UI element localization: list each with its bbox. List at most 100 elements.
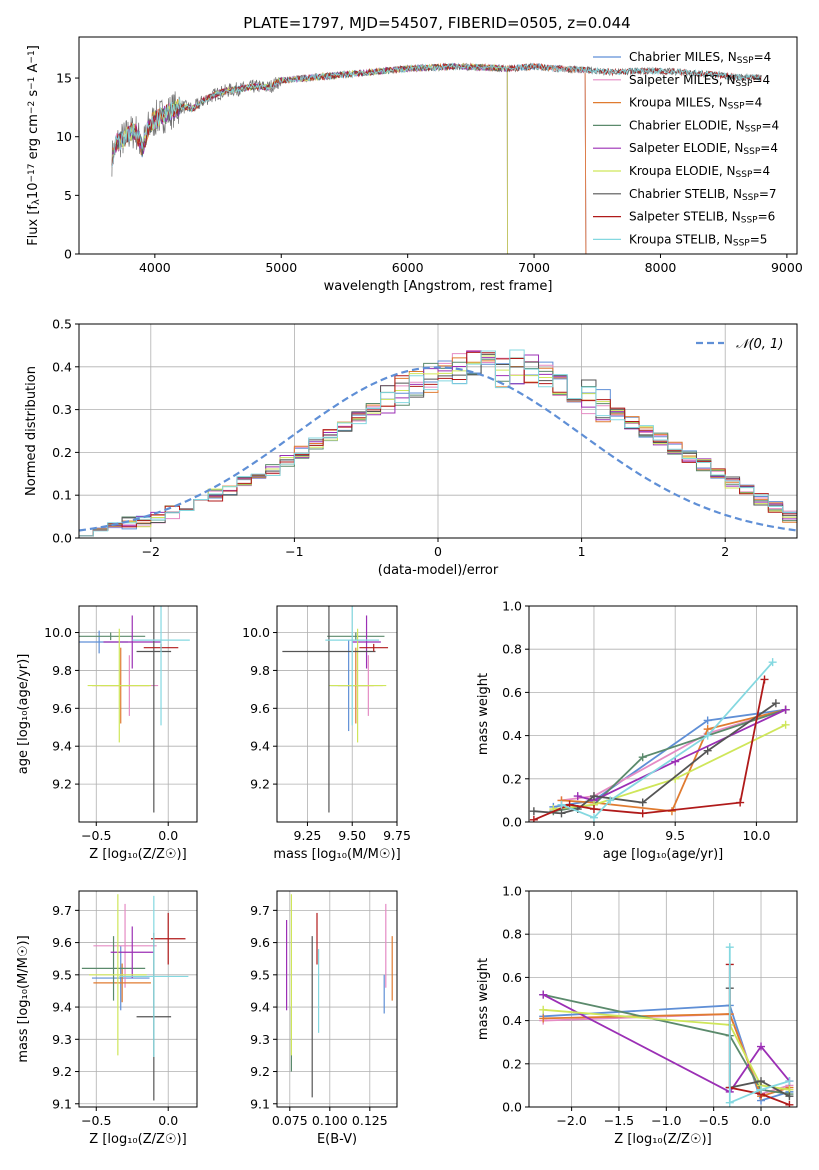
- x-tick-label: 0.0: [158, 1113, 178, 1128]
- weight-marker: [757, 1085, 766, 1094]
- y-tick-label: 9.1: [250, 1096, 270, 1111]
- weight-marker: [539, 1014, 548, 1023]
- panel-spectrum: 4000 5000 6000 7000 8000 9000 0 5 10 15 wavelength…: [26, 36, 803, 294]
- weight-marker: [529, 807, 538, 816]
- weight-marker: [768, 658, 777, 667]
- plot-area: [79, 891, 197, 1107]
- y-label-part: −17: [27, 164, 37, 183]
- y-tick-label: 0.2: [502, 1056, 522, 1071]
- weight-marker: [573, 792, 582, 801]
- x-tick-label: 0.0: [158, 828, 178, 843]
- y-tick-label: 9.4: [250, 1000, 270, 1015]
- y-axis-label: mass [log₁₀(M/M☉)]: [16, 935, 31, 1062]
- y-tick-label: 0.0: [502, 815, 522, 830]
- weight-marker: [539, 990, 548, 999]
- model-spectrum-line: [111, 62, 587, 254]
- y-label-part: Flux [f: [26, 205, 41, 246]
- weight-marker: [589, 792, 598, 801]
- model-spectrum-line: [111, 62, 508, 254]
- legend-text: Chabrier STELIB, N: [629, 187, 742, 201]
- plot-area: [111, 62, 762, 254]
- legend-subscript: SSP: [743, 147, 760, 157]
- weight-marker: [725, 943, 734, 952]
- panel-z-age: −0.5 0.0 9.2 9.4 9.6 9.8 10.0 Z [log₁₀(Z/Z☉)] ag…: [16, 605, 198, 862]
- legend-label: Kroupa MILES, NSSP=4: [629, 96, 762, 112]
- legend-subscript: SSP: [742, 193, 759, 203]
- weight-marker: [589, 813, 598, 822]
- x-axis-label: wavelength [Angstrom, rest frame]: [324, 279, 553, 294]
- weight-marker: [703, 716, 712, 725]
- weight-line: [728, 947, 790, 1105]
- weight-marker: [557, 809, 566, 818]
- x-tick-label: −2: [142, 544, 160, 559]
- x-tick-label: 6000: [392, 260, 424, 275]
- weight-line: [553, 723, 786, 810]
- y-tick-label: 9.5: [52, 967, 72, 982]
- panel-z-weight: −2.0 −1.5 −1.0 −0.5 0.0 0.0 0.2 0.4 0.6 0.8 1.0 Z […: [476, 884, 798, 1147]
- x-tick-label: −0.5: [81, 1113, 111, 1128]
- y-label-part: A: [26, 63, 41, 76]
- y-label-part: ]: [26, 45, 41, 50]
- x-tick-label: −0.5: [698, 1113, 728, 1128]
- weight-marker: [703, 731, 712, 740]
- x-axis-label: Z [log₁₀(Z/Z☉)]: [89, 847, 186, 862]
- x-tick-label: 10.0: [742, 828, 770, 843]
- x-tick-label: 0.0: [751, 1113, 771, 1128]
- weight-marker: [606, 796, 615, 805]
- y-axis-label: mass weight: [476, 958, 491, 1040]
- y-tick-label: 9.5: [250, 967, 270, 982]
- weight-marker: [671, 757, 680, 766]
- figure-title: PLATE=1797, MJD=54507, FIBERID=0505, z=0…: [243, 14, 630, 32]
- panel-age-weight: 9.0 9.5 10.0 0.0 0.2 0.4 0.6 0.8 1.0 age [log₁₀(a…: [476, 599, 798, 862]
- y-tick-label: 9.8: [250, 663, 270, 678]
- y-tick-label: 0.8: [502, 927, 522, 942]
- x-tick-label: 0.125: [352, 1113, 388, 1128]
- y-tick-label: 0.0: [52, 531, 72, 546]
- legend-text: Kroupa MILES, N: [629, 96, 728, 110]
- y-label-part: s: [26, 90, 41, 101]
- y-tick-label: 9.2: [52, 1064, 72, 1079]
- y-tick-label: 0.0: [502, 1100, 522, 1115]
- weight-line: [561, 708, 786, 802]
- y-tick-label: 9.3: [52, 1032, 72, 1047]
- y-tick-label: 1.0: [502, 599, 522, 614]
- weight-marker: [589, 805, 598, 814]
- weight-line: [553, 708, 786, 808]
- legend-count: =4: [761, 118, 779, 132]
- histogram-kroupa-stelib: [79, 349, 797, 537]
- y-tick-label: 0: [64, 247, 72, 262]
- y-tick-label: 9.6: [52, 701, 72, 716]
- x-tick-label: 4000: [139, 260, 171, 275]
- y-tick-label: 9.6: [250, 935, 270, 950]
- legend-text: Chabrier ELODIE, N: [629, 118, 745, 132]
- axes-frame: [528, 890, 798, 1108]
- x-axis-label: age [log₁₀(age/yr)]: [603, 847, 724, 862]
- y-axis-label: Normed distribution: [24, 366, 39, 496]
- legend-count: =4: [752, 164, 770, 178]
- legend-text: Salpeter ELODIE, N: [629, 141, 743, 155]
- legend-count: =4: [752, 73, 770, 87]
- legend-count: =4: [745, 96, 763, 110]
- legend-count: =4: [754, 50, 772, 64]
- legend-text: Salpeter STELIB, N: [629, 210, 741, 224]
- weight-marker: [757, 1077, 766, 1086]
- y-tick-label: 0.1: [52, 488, 72, 503]
- x-tick-label: 9.25: [294, 828, 322, 843]
- y-tick-label: 9.2: [52, 777, 72, 792]
- x-tick-label: −2.0: [556, 1113, 586, 1128]
- legend-text: Kroupa ELODIE, N: [629, 164, 736, 178]
- y-axis-label: age [log₁₀(age/yr)]: [16, 654, 31, 775]
- weight-marker: [781, 705, 790, 714]
- axes-frame: [78, 323, 798, 539]
- normal-curve: [79, 366, 797, 532]
- y-label-part: erg cm: [26, 114, 41, 163]
- axes-frame: [78, 36, 798, 255]
- legend-subscript: SSP: [741, 216, 758, 226]
- weight-marker: [785, 1077, 794, 1086]
- weight-marker: [638, 753, 647, 762]
- plot-area: [277, 891, 397, 1107]
- x-tick-label: −1.5: [604, 1113, 634, 1128]
- panel-z-mass: −0.5 0.0 9.1 9.2 9.3 9.4 9.5 9.6 9.7 Z [log₁₀(Z/Z…: [16, 890, 198, 1147]
- y-axis-label: mass weight: [476, 673, 491, 755]
